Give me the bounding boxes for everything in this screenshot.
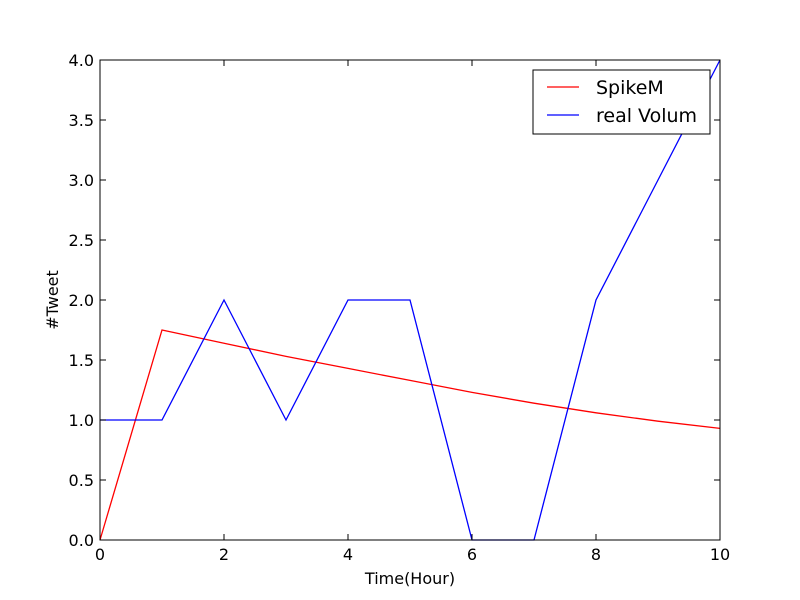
y-tick-label: 2.0 (69, 291, 94, 310)
series-line-1 (100, 59, 721, 541)
y-tick-label: 3.0 (69, 171, 94, 190)
y-tick-label: 4.0 (69, 51, 94, 70)
y-tick-label: 3.5 (69, 111, 94, 130)
x-tick-label: 10 (710, 545, 730, 564)
y-tick-label: 0.5 (69, 471, 94, 490)
x-tick-label: 6 (467, 545, 477, 564)
x-tick-label: 0 (95, 545, 105, 564)
series-layer (99, 59, 721, 541)
y-axis-title: #Tweet (43, 270, 62, 330)
x-tick-label: 8 (591, 545, 601, 564)
legend-label-0: SpikeM (596, 77, 664, 99)
legend: SpikeM real Volum (532, 69, 711, 135)
ticks-layer: 0 2 4 6 8 10 0.0 0.5 1.0 1.5 2.0 2.5 3.0 3.5 4.0 (69, 51, 731, 564)
series-line-0 (99, 329, 721, 541)
y-tick-label: 1.0 (69, 411, 94, 430)
x-tick-label: 4 (343, 545, 353, 564)
y-tick-label: 2.5 (69, 231, 94, 250)
x-axis-title: Time(Hour) (364, 569, 455, 588)
legend-label-1: real Volum (596, 105, 697, 127)
y-tick-label: 1.5 (69, 351, 94, 370)
y-tick-label: 0.0 (69, 531, 94, 550)
x-tick-label: 2 (219, 545, 229, 564)
legend-box (532, 69, 711, 135)
